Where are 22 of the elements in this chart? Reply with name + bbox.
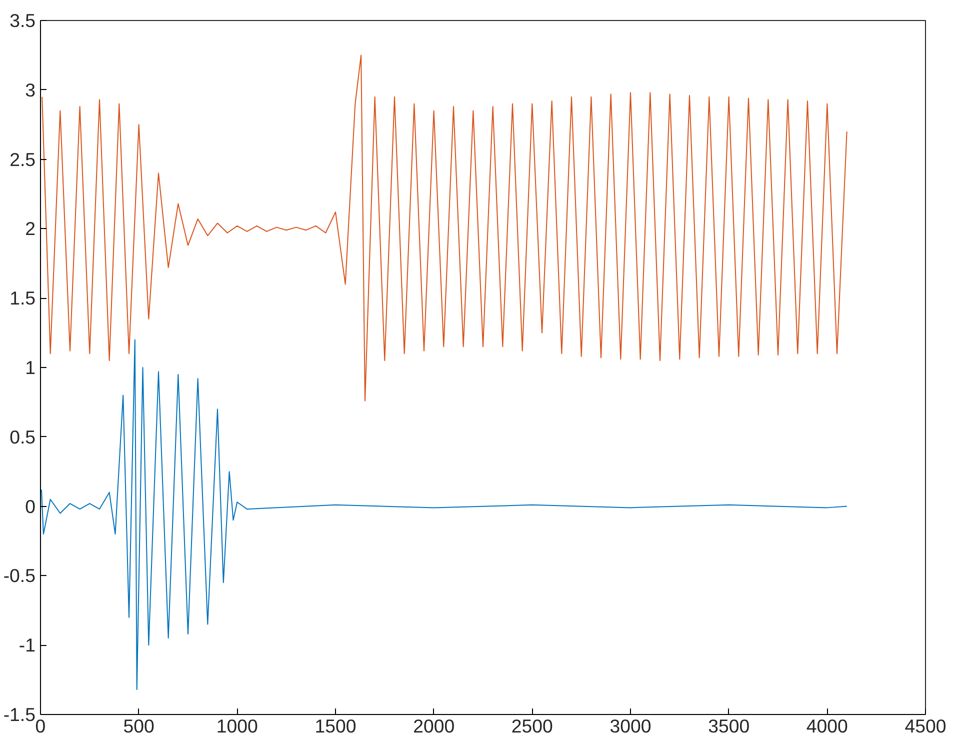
y-tick-label: 2	[25, 218, 36, 240]
y-tick-label: 1.5	[10, 288, 36, 309]
x-tick-label: 3000	[610, 716, 652, 736]
x-tick-label: 2500	[511, 716, 553, 736]
y-tick-label: -0.5	[3, 565, 36, 586]
x-tick-label: 2000	[413, 716, 455, 736]
y-tick-label: 0.5	[10, 426, 36, 448]
y-tick-label: 0	[25, 496, 36, 517]
line-series	[40, 339, 848, 690]
x-tick-label: 4000	[806, 716, 848, 736]
x-tick-label: 1000	[216, 716, 258, 736]
line-series	[42, 54, 848, 402]
x-tick-label: 4500	[904, 716, 946, 736]
y-tick-label: 2.5	[10, 148, 36, 170]
y-tick-label: -1	[18, 634, 36, 656]
y-tick-label: 1	[25, 357, 36, 378]
y-tick-label: 3.5	[10, 10, 36, 31]
x-tick-label: 500	[123, 716, 154, 736]
y-tick-label: -1.5	[3, 704, 36, 725]
x-tick-label: 3500	[708, 716, 750, 736]
x-tick-label: 1500	[314, 716, 356, 736]
y-tick-label: 3	[25, 79, 36, 100]
